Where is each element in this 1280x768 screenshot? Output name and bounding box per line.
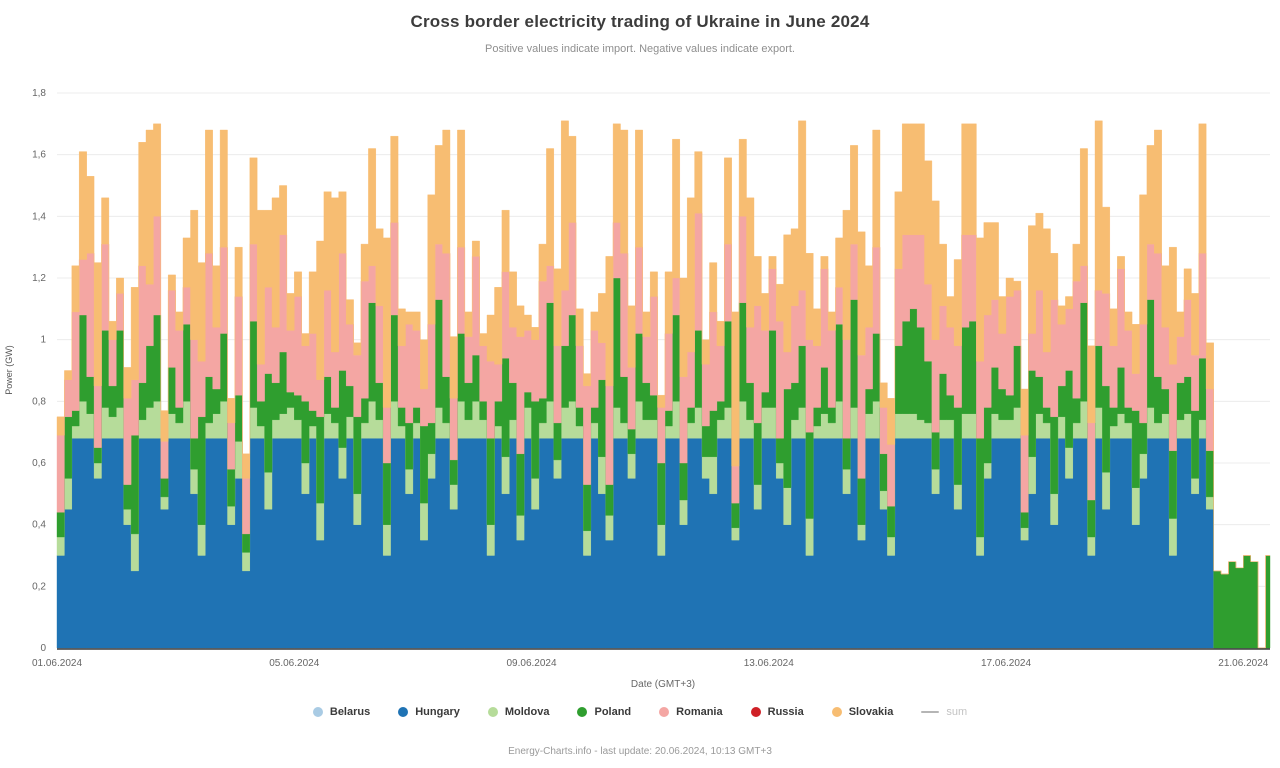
y-tick-label: 1,6 bbox=[32, 150, 46, 161]
chart-title: Cross border electricity trading of Ukra… bbox=[410, 12, 870, 31]
chart-subtitle: Positive values indicate import. Negativ… bbox=[485, 43, 795, 55]
legend-dot-icon-hungary bbox=[398, 707, 409, 717]
footer-attribution: Energy-Charts.info - last update: 20.06.… bbox=[508, 746, 772, 757]
x-tick-label: 09.06.2024 bbox=[506, 658, 556, 669]
legend-dot-icon-slovakia bbox=[831, 707, 842, 717]
y-axis-title: Power (GW) bbox=[4, 345, 14, 395]
legend-item-hungary[interactable]: Hungary bbox=[398, 706, 460, 718]
series-area-slovakia bbox=[56, 120, 1270, 649]
y-tick-label: 0,6 bbox=[32, 458, 46, 469]
legend-label: Belarus bbox=[329, 706, 371, 718]
y-tick-label: 1,8 bbox=[32, 88, 46, 99]
y-tick-label: 0,2 bbox=[32, 581, 46, 592]
y-tick-label: 1,4 bbox=[32, 211, 46, 222]
legend-label: Hungary bbox=[415, 706, 460, 718]
legend-dot-icon-belarus bbox=[312, 707, 323, 717]
legend-item-poland[interactable]: Poland bbox=[577, 706, 631, 718]
legend-label: Romania bbox=[676, 706, 723, 718]
legend-dot-icon-moldova bbox=[487, 707, 498, 717]
chart-legend: Belarus Hungary Moldova Poland Romania Russia… bbox=[0, 706, 1280, 718]
legend-label: Poland bbox=[594, 706, 632, 718]
x-tick-label: 13.06.2024 bbox=[744, 658, 794, 669]
chart-plot-area[interactable]: Power (GW) Date (GMT+3) 0 0,2 0,4 0,6 0,8 1 1,… bbox=[0, 70, 1280, 700]
sum-line-icon bbox=[921, 711, 940, 713]
x-tick-label: 05.06.2024 bbox=[269, 658, 319, 669]
legend-item-slovakia[interactable]: Slovakia bbox=[831, 706, 894, 718]
legend-label: sum bbox=[946, 706, 968, 718]
y-tick-label: 1,2 bbox=[32, 273, 46, 284]
y-tick-label: 1 bbox=[40, 335, 46, 346]
legend-item-russia[interactable]: Russia bbox=[750, 706, 804, 718]
legend-item-sum[interactable]: sum bbox=[921, 706, 967, 718]
y-tick-label: 0,8 bbox=[32, 396, 46, 407]
x-tick-label: 01.06.2024 bbox=[32, 658, 82, 669]
legend-item-romania[interactable]: Romania bbox=[659, 706, 723, 718]
x-tick-label: 17.06.2024 bbox=[981, 658, 1031, 669]
y-tick-label: 0 bbox=[40, 643, 46, 654]
legend-item-moldova[interactable]: Moldova bbox=[487, 706, 550, 718]
legend-label: Slovakia bbox=[848, 706, 894, 718]
y-tick-label: 0,4 bbox=[32, 520, 46, 531]
legend-dot-icon-romania bbox=[659, 707, 670, 717]
legend-item-belarus[interactable]: Belarus bbox=[312, 706, 371, 718]
legend-dot-icon-russia bbox=[750, 707, 761, 717]
legend-dot-icon-poland bbox=[577, 707, 588, 717]
legend-label: Russia bbox=[767, 706, 804, 718]
x-tick-label: 21.06.2024 bbox=[1218, 658, 1268, 669]
x-axis-title: Date (GMT+3) bbox=[631, 679, 695, 690]
legend-label: Moldova bbox=[504, 706, 550, 718]
